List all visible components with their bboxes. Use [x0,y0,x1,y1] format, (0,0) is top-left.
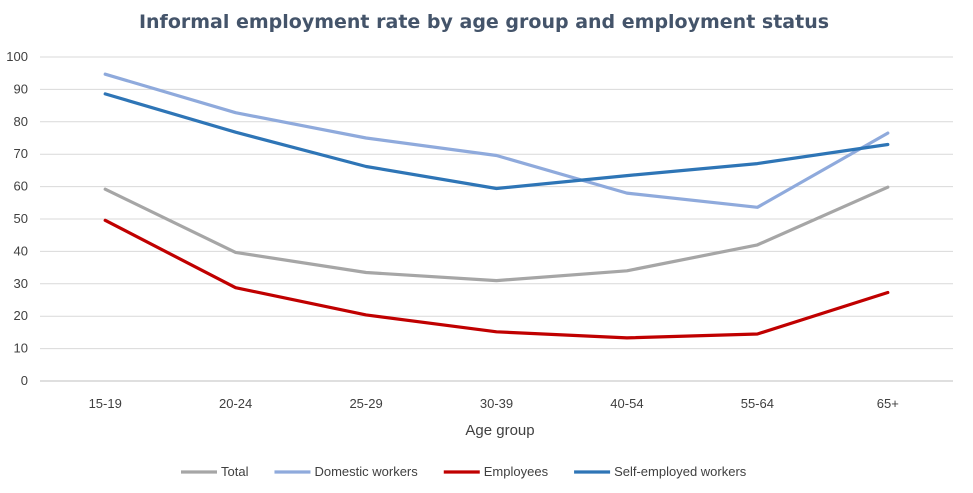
y-axis-ticks: 0 10 20 30 40 50 60 70 80 90 100 [6,49,28,388]
x-tick-label: 15-19 [89,396,122,411]
series-lines [103,72,890,340]
x-axis-ticks: 15-19 20-24 25-29 30-39 40-54 55-64 65+ [89,396,899,411]
chart-title: Informal employment rate by age group an… [139,11,829,33]
y-tick-label: 0 [21,373,28,388]
x-tick-label: 40-54 [610,396,643,411]
y-tick-label: 100 [6,49,28,64]
y-tick-label: 10 [14,341,28,356]
x-tick-label: 20-24 [219,396,252,411]
y-tick-label: 90 [14,81,28,96]
y-tick-label: 70 [14,146,28,161]
legend-entry: Total [221,464,249,479]
y-tick-label: 30 [14,276,28,291]
legend-entry: Employees [484,464,549,479]
series-line-1 [103,72,890,209]
series-line-3 [103,92,890,191]
x-tick-label: 65+ [877,396,899,411]
series-line-2 [103,218,890,340]
y-tick-label: 20 [14,308,28,323]
gridlines [40,56,953,382]
x-tick-label: 25-29 [349,396,382,411]
x-tick-label: 55-64 [741,396,774,411]
legend-entry: Self-employed workers [614,464,747,479]
y-tick-label: 40 [14,243,28,258]
y-tick-label: 80 [14,114,28,129]
x-axis-label: Age group [465,422,534,439]
x-tick-label: 30-39 [480,396,513,411]
y-tick-label: 60 [14,179,28,194]
series-line-0 [103,185,890,283]
legend-entry: Domestic workers [314,464,418,479]
legend: Total Domestic workers Employees Self-emplo… [181,464,747,479]
y-tick-label: 50 [14,211,28,226]
